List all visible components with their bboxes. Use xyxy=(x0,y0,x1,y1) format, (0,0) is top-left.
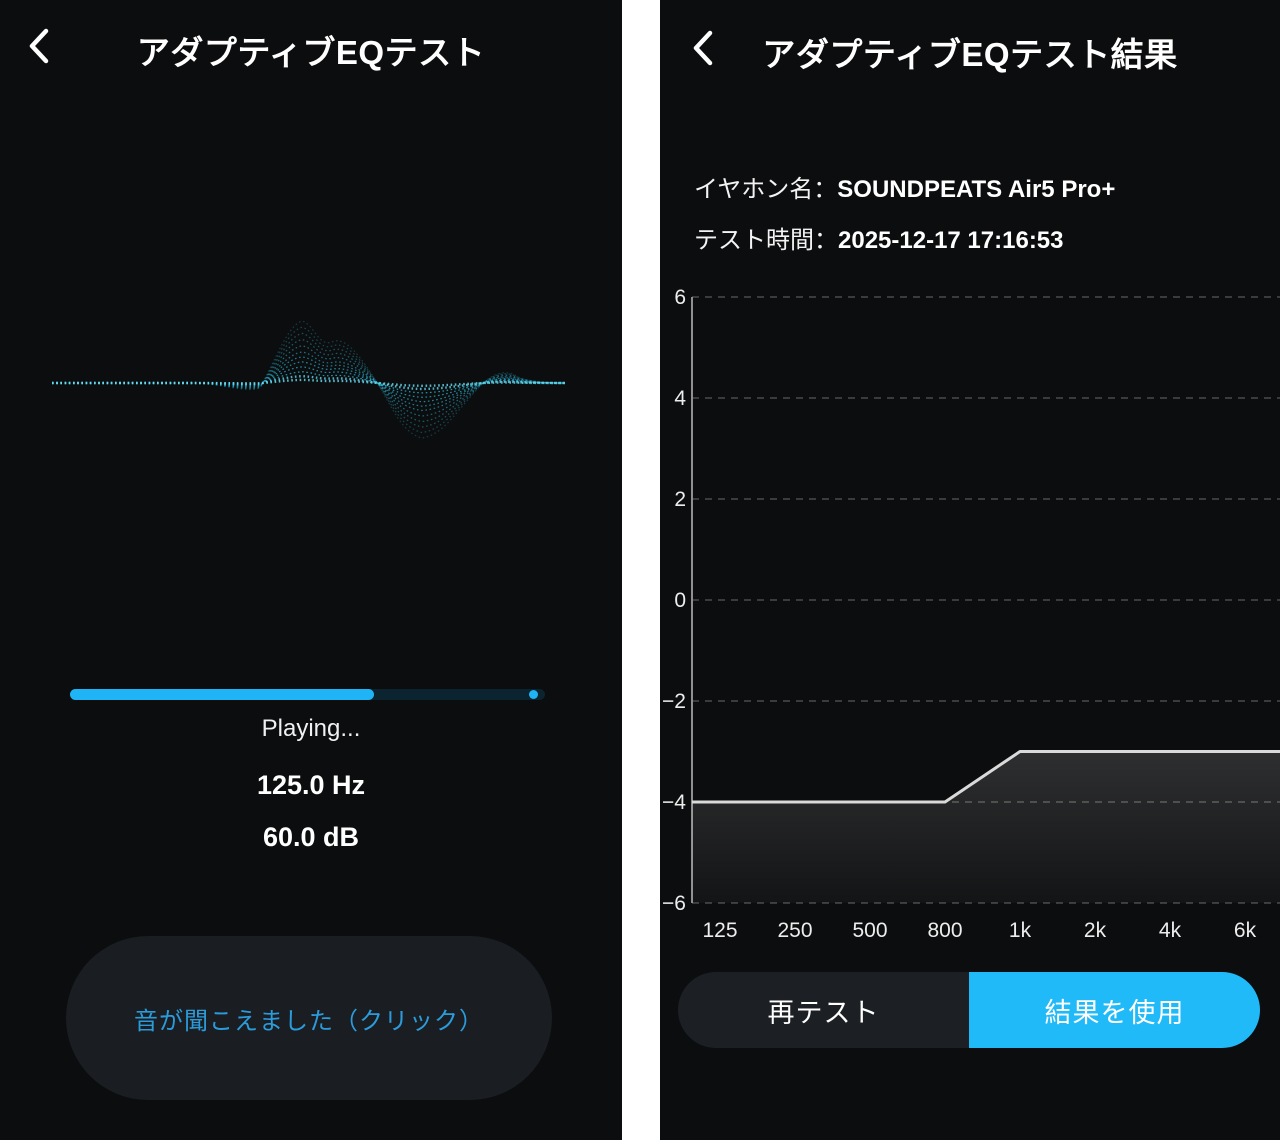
level-value: 60.0 dB xyxy=(262,822,360,852)
y-tick-label: 4 xyxy=(674,387,686,410)
eq-result-chart: 6 4 2 0 −2 −4 −6 125 250 500 800 1k 2k 4… xyxy=(662,286,1280,942)
page-title: アダプティブEQテスト結果 xyxy=(762,36,1178,73)
test-progress-bar xyxy=(70,689,545,700)
progress-end-dot xyxy=(529,690,538,699)
heard-sound-button-label: 音が聞こえました（クリック） xyxy=(134,1007,484,1035)
earphone-name-label: イヤホン名： xyxy=(694,176,838,203)
progress-fill xyxy=(70,689,374,700)
waveform-visualization xyxy=(52,320,566,439)
use-results-button[interactable]: 結果を使用 xyxy=(969,972,1260,1048)
y-tick-label: 0 xyxy=(674,589,686,612)
test-time-label: テスト時間： xyxy=(694,227,838,254)
y-tick-label: −6 xyxy=(662,892,686,915)
back-button[interactable] xyxy=(686,26,720,70)
x-tick-label: 500 xyxy=(852,919,887,942)
y-tick-label: −4 xyxy=(662,791,686,814)
back-button[interactable] xyxy=(22,24,56,68)
adaptive-eq-result-screen: アダプティブEQテスト結果 イヤホン名：SOUNDPEATS Air5 Pro+… xyxy=(660,0,1280,1140)
chevron-left-icon xyxy=(29,28,49,64)
x-axis-labels: 125 250 500 800 1k 2k 4k 6k xyxy=(702,919,1256,942)
retest-button[interactable]: 再テスト xyxy=(678,972,969,1048)
x-tick-label: 4k xyxy=(1159,919,1182,942)
status-text: Playing... xyxy=(261,715,361,742)
test-time-row: テスト時間：2025-12-17 17:16:53 xyxy=(694,220,1064,255)
result-action-buttons: 再テスト 結果を使用 xyxy=(678,972,1260,1048)
screenshot-divider xyxy=(622,0,660,1140)
x-tick-label: 1k xyxy=(1009,919,1032,942)
earphone-name-row: イヤホン名：SOUNDPEATS Air5 Pro+ xyxy=(694,169,1115,204)
eq-curve-line xyxy=(692,750,1280,804)
y-tick-label: 2 xyxy=(674,488,686,511)
page-title: アダプティブEQテスト xyxy=(136,34,486,71)
heard-sound-button[interactable]: 音が聞こえました（クリック） xyxy=(66,936,552,1100)
adaptive-eq-test-screen: アダプティブEQテスト Playing... 125.0 Hz 60.0 dB … xyxy=(0,0,622,1140)
y-tick-label: −2 xyxy=(662,690,686,713)
x-tick-label: 250 xyxy=(777,919,812,942)
x-tick-label: 800 xyxy=(927,919,962,942)
chevron-left-icon xyxy=(693,30,713,66)
x-tick-label: 2k xyxy=(1084,919,1107,942)
frequency-value: 125.0 Hz xyxy=(256,770,366,800)
eq-curve-area xyxy=(692,751,1280,903)
y-axis-labels: 6 4 2 0 −2 −4 −6 xyxy=(662,286,686,915)
x-tick-label: 125 xyxy=(702,919,737,942)
x-tick-label: 6k xyxy=(1234,919,1257,942)
test-time-value: 2025-12-17 17:16:53 xyxy=(838,227,1064,254)
earphone-name-value: SOUNDPEATS Air5 Pro+ xyxy=(837,176,1116,203)
y-tick-label: 6 xyxy=(674,286,686,309)
